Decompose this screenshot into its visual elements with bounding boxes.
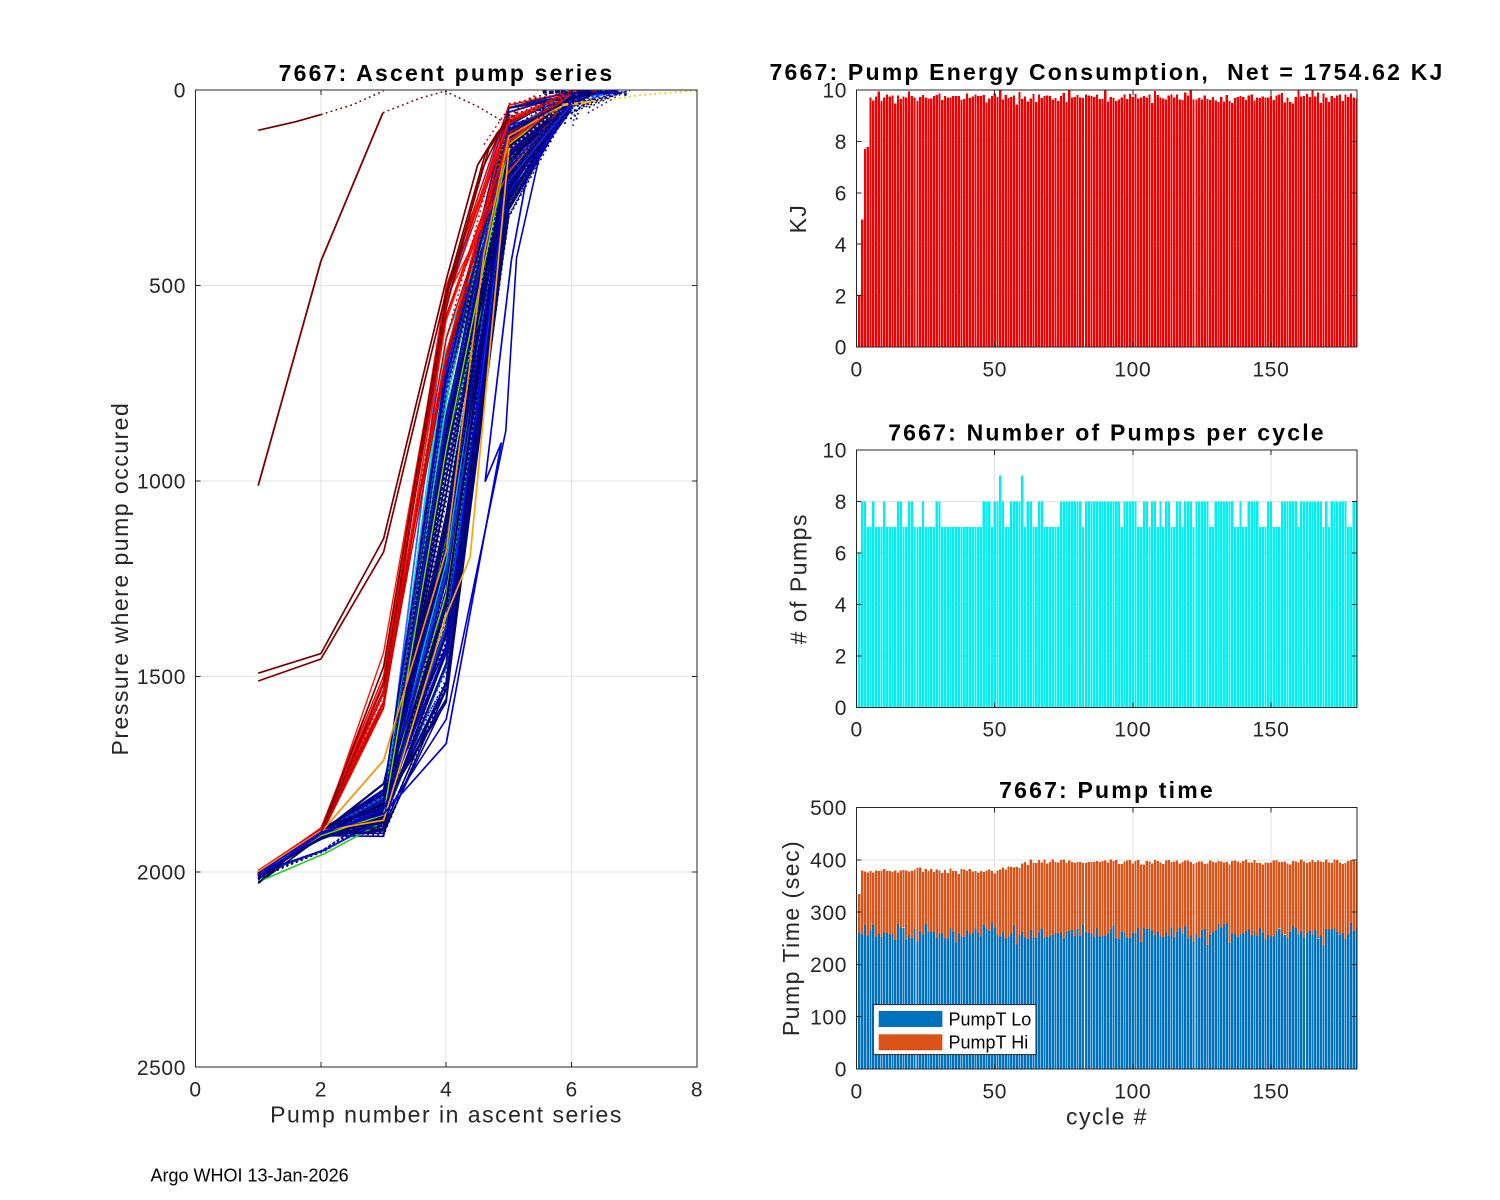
svg-text:0: 0 — [850, 358, 862, 381]
svg-text:KJ: KJ — [785, 204, 811, 234]
svg-text:6: 6 — [835, 183, 847, 206]
svg-text:50: 50 — [982, 1080, 1007, 1103]
svg-text:8: 8 — [835, 131, 847, 154]
svg-text:Argo WHOI 13-Jan-2026: Argo WHOI 13-Jan-2026 — [151, 1166, 349, 1186]
svg-text:0: 0 — [850, 1080, 862, 1103]
svg-text:# of Pumps: # of Pumps — [786, 513, 812, 644]
svg-text:0: 0 — [174, 80, 186, 103]
svg-text:10: 10 — [822, 440, 847, 463]
svg-text:100: 100 — [1114, 719, 1151, 742]
svg-text:100: 100 — [1114, 358, 1151, 381]
svg-text:100: 100 — [810, 1006, 847, 1029]
svg-text:0: 0 — [835, 337, 847, 360]
svg-text:500: 500 — [149, 275, 186, 298]
svg-text:2: 2 — [835, 285, 847, 308]
svg-text:50: 50 — [982, 358, 1007, 381]
svg-text:7667: Ascent pump series: 7667: Ascent pump series — [279, 60, 615, 86]
svg-text:2: 2 — [315, 1079, 327, 1102]
svg-text:200: 200 — [810, 954, 847, 977]
svg-text:Pump Time (sec): Pump Time (sec) — [778, 840, 804, 1036]
svg-text:6: 6 — [565, 1079, 577, 1102]
svg-text:10: 10 — [822, 80, 847, 103]
svg-text:PumpT Lo: PumpT Lo — [949, 1009, 1032, 1029]
svg-text:0: 0 — [189, 1079, 201, 1102]
svg-text:1500: 1500 — [137, 666, 186, 689]
svg-text:150: 150 — [1253, 719, 1290, 742]
svg-text:cycle #: cycle # — [1066, 1103, 1148, 1129]
svg-text:2000: 2000 — [137, 861, 186, 884]
svg-text:300: 300 — [810, 902, 847, 925]
svg-text:1000: 1000 — [137, 471, 186, 494]
svg-text:4: 4 — [835, 594, 847, 617]
svg-text:0: 0 — [850, 719, 862, 742]
svg-text:Pump number in ascent series: Pump number in ascent series — [270, 1102, 623, 1128]
svg-text:400: 400 — [810, 850, 847, 873]
svg-text:0: 0 — [835, 697, 847, 720]
svg-text:100: 100 — [1114, 1080, 1151, 1103]
svg-text:2500: 2500 — [137, 1057, 186, 1080]
svg-text:6: 6 — [835, 543, 847, 566]
svg-text:150: 150 — [1253, 1080, 1290, 1103]
svg-text:2: 2 — [835, 646, 847, 669]
svg-text:4: 4 — [440, 1079, 452, 1102]
svg-text:8: 8 — [835, 491, 847, 514]
svg-text:150: 150 — [1253, 358, 1290, 381]
svg-text:7667: Pump time: 7667: Pump time — [999, 777, 1215, 803]
svg-text:8: 8 — [691, 1079, 703, 1102]
svg-text:7667: Pump Energy Consumption,: 7667: Pump Energy Consumption, Net = 175… — [769, 59, 1444, 85]
svg-text:500: 500 — [810, 797, 847, 820]
svg-text:4: 4 — [835, 234, 847, 257]
svg-text:PumpT Hi: PumpT Hi — [949, 1033, 1029, 1053]
svg-text:50: 50 — [982, 719, 1007, 742]
svg-text:Pressure where pump occured: Pressure where pump occured — [107, 402, 133, 756]
svg-text:0: 0 — [835, 1059, 847, 1082]
svg-text:7667: Number of Pumps per cycl: 7667: Number of Pumps per cycle — [888, 420, 1326, 446]
